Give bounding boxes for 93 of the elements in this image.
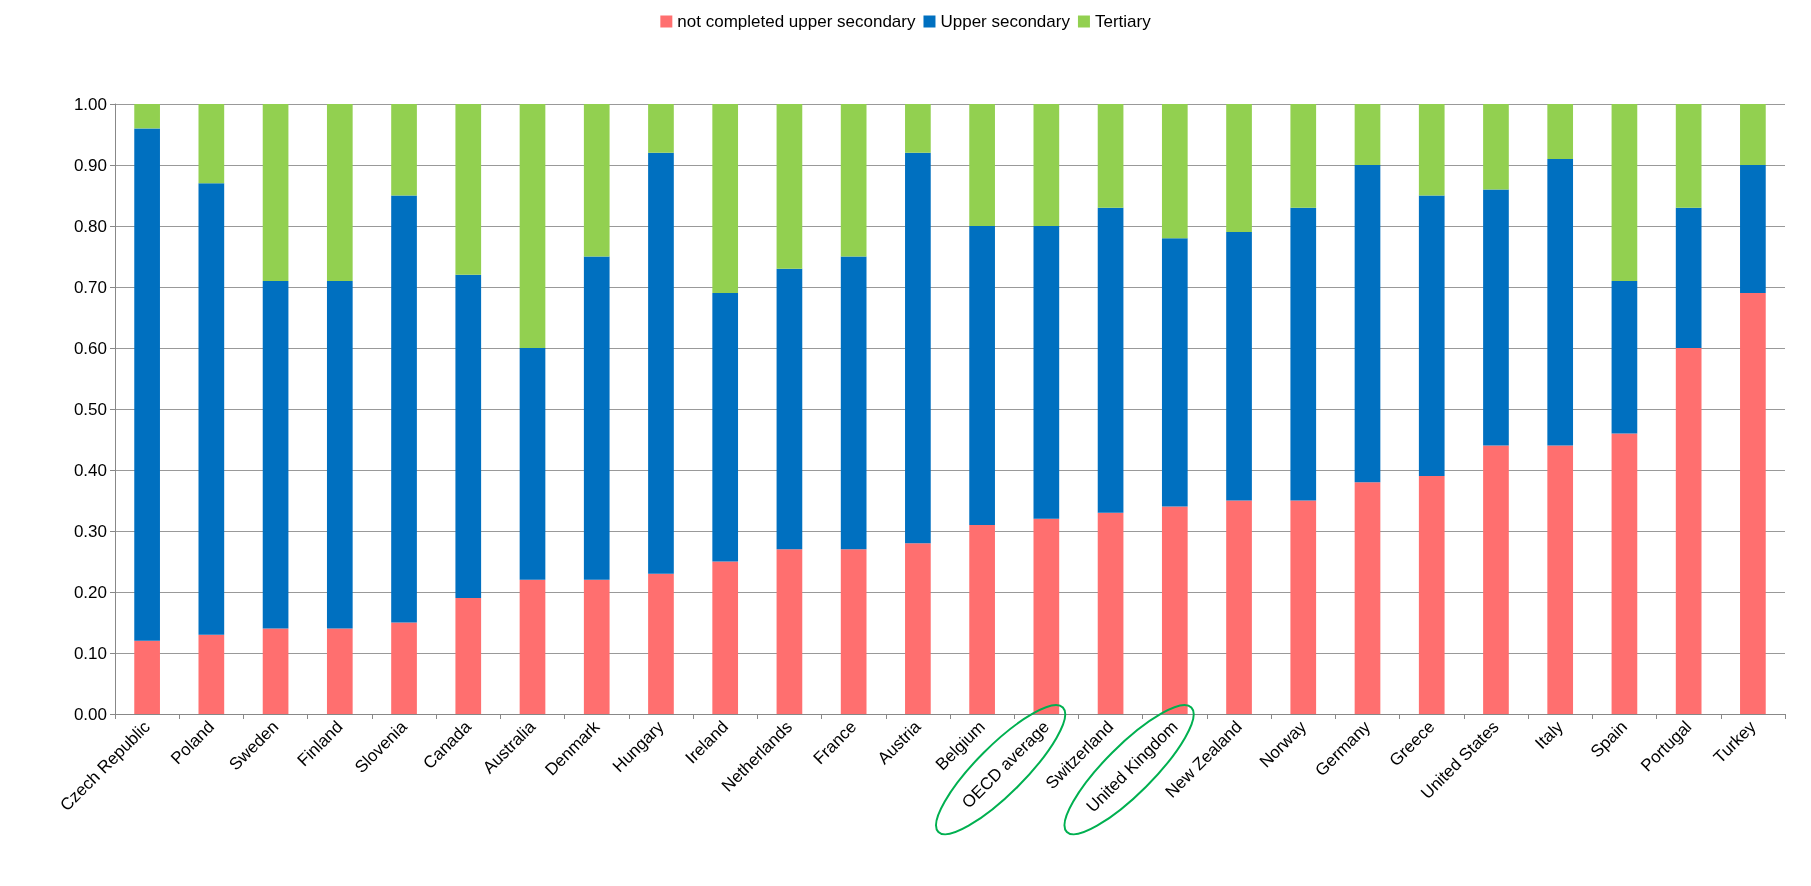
bar xyxy=(1611,433,1638,714)
bar xyxy=(1354,165,1381,483)
bar xyxy=(1675,104,1702,208)
bar xyxy=(1611,280,1638,434)
bar xyxy=(905,104,931,153)
y-tick-label: 0.50 xyxy=(73,399,107,419)
bar xyxy=(262,104,289,281)
bar xyxy=(1418,104,1445,196)
bar xyxy=(326,280,353,629)
y-tick-label: 0.00 xyxy=(73,704,107,724)
bar xyxy=(262,628,289,714)
y-tick-label: 0.30 xyxy=(73,521,107,541)
bar xyxy=(1033,226,1060,519)
bar xyxy=(712,561,739,714)
bar xyxy=(1740,293,1766,714)
y-tick-label: 0.60 xyxy=(73,338,107,358)
bar xyxy=(1290,207,1317,501)
bar xyxy=(1675,207,1702,348)
bar xyxy=(1547,158,1574,446)
bar xyxy=(1290,104,1317,208)
bar xyxy=(1418,195,1445,477)
bar xyxy=(712,293,739,562)
bar xyxy=(840,256,867,550)
bar xyxy=(648,152,674,574)
bar xyxy=(198,104,225,184)
bar xyxy=(326,628,353,714)
bar xyxy=(1097,207,1124,513)
bar xyxy=(1354,482,1381,714)
y-tick-label: 0.90 xyxy=(73,155,107,175)
bar xyxy=(1740,165,1766,294)
bar xyxy=(1290,500,1317,714)
bar xyxy=(455,104,482,275)
bar xyxy=(1097,512,1124,714)
y-tick-label: 0.40 xyxy=(73,460,107,480)
legend-label: Upper secondary xyxy=(940,12,1071,31)
bar xyxy=(519,104,546,348)
bar xyxy=(712,104,739,294)
y-tick-label: 0.20 xyxy=(73,582,107,602)
bar xyxy=(1675,348,1702,714)
bar xyxy=(455,274,482,599)
bar xyxy=(262,280,289,629)
bar xyxy=(519,348,546,580)
bar xyxy=(326,104,353,281)
bar xyxy=(1161,104,1188,239)
bar xyxy=(198,634,225,714)
y-tick-label: 0.80 xyxy=(73,216,107,236)
bar xyxy=(1226,232,1252,501)
bar xyxy=(1226,500,1252,714)
y-tick-label: 0.10 xyxy=(73,643,107,663)
bar xyxy=(391,195,417,623)
bar xyxy=(1611,104,1638,281)
bar xyxy=(134,128,160,641)
bar xyxy=(776,268,803,550)
bar xyxy=(1226,104,1252,233)
legend-label: Tertiary xyxy=(1094,12,1152,31)
bar xyxy=(1483,189,1509,446)
bar xyxy=(969,226,995,525)
y-tick-label: 1.00 xyxy=(73,94,107,114)
bar xyxy=(1418,476,1445,714)
bar xyxy=(1161,506,1188,714)
bar xyxy=(1547,445,1574,714)
bar xyxy=(776,104,803,269)
bar xyxy=(583,104,610,257)
y-tick-label: 0.70 xyxy=(73,277,107,297)
bar xyxy=(905,543,931,714)
bar xyxy=(1547,104,1574,159)
bar xyxy=(391,104,417,196)
bar xyxy=(905,152,931,544)
bar xyxy=(1483,104,1509,190)
bar xyxy=(1483,445,1509,714)
bar xyxy=(391,622,417,714)
bar xyxy=(648,573,674,714)
bar xyxy=(583,256,610,580)
bar xyxy=(1161,238,1188,507)
bar xyxy=(455,598,482,714)
bar xyxy=(969,104,995,226)
bar xyxy=(134,640,160,714)
bar xyxy=(969,524,995,714)
bar xyxy=(519,579,546,714)
bar xyxy=(840,104,867,257)
bar xyxy=(648,104,674,153)
bar xyxy=(776,549,803,714)
bar xyxy=(198,183,225,635)
legend-label: not completed upper secondary xyxy=(677,12,916,31)
bar xyxy=(1097,104,1124,208)
bar xyxy=(583,579,610,714)
bar xyxy=(134,104,160,129)
bar xyxy=(1740,104,1766,165)
bar xyxy=(1354,104,1381,165)
bar xyxy=(1033,104,1060,226)
bar xyxy=(840,549,867,714)
x-tick-label: Italy xyxy=(1531,716,1568,753)
bar xyxy=(1033,518,1060,714)
